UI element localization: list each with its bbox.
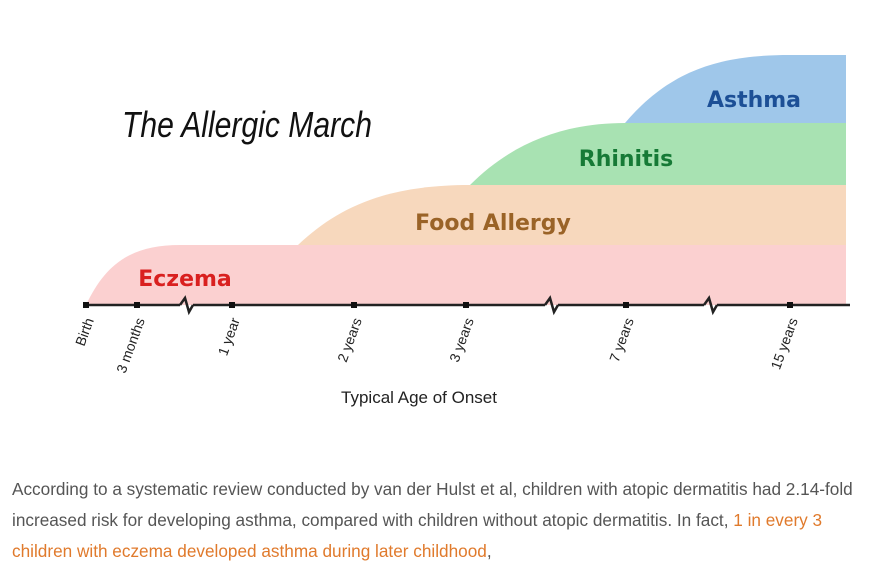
band-label-rhinitis: Rhinitis — [579, 147, 674, 172]
band-label-eczema: Eczema — [138, 267, 232, 292]
band-asthma — [625, 55, 846, 123]
tick-mark-3-months — [134, 302, 140, 308]
caption-text-end: , — [486, 541, 492, 561]
caption-paragraph: According to a systematic review conduct… — [12, 474, 874, 567]
tick-label-3-years: 3 years — [446, 316, 477, 365]
tick-label-birth: Birth — [72, 316, 97, 349]
diagram-title: The Allergic March — [122, 104, 372, 145]
caption-link[interactable]: 1 in every 3 children with eczema develo… — [12, 510, 823, 561]
tick-label-2-years: 2 years — [334, 316, 365, 365]
tick-label-3-months: 3 months — [113, 316, 148, 376]
tick-mark-2-years — [351, 302, 357, 308]
tick-label-1-year: 1 year — [214, 315, 242, 357]
tick-label-15-years: 15 years — [767, 316, 800, 372]
tick-mark-1-year — [229, 302, 235, 308]
tick-mark-15-years — [787, 302, 793, 308]
time-axis — [86, 295, 850, 316]
allergic-march-diagram: Eczema Food Allergy Rhinitis Asthma The … — [72, 55, 850, 407]
tick-mark-3-years — [463, 302, 469, 308]
tick-label-7-years: 7 years — [606, 316, 637, 365]
tick-mark-birth — [83, 302, 89, 308]
band-eczema — [86, 245, 846, 305]
band-label-asthma: Asthma — [707, 88, 801, 113]
axis-title: Typical Age of Onset — [341, 388, 497, 407]
band-rhinitis — [470, 123, 846, 185]
band-label-food-allergy: Food Allergy — [415, 211, 571, 236]
tick-mark-7-years — [623, 302, 629, 308]
band-food-allergy — [298, 185, 846, 245]
caption-text-start: According to a systematic review conduct… — [12, 479, 853, 530]
